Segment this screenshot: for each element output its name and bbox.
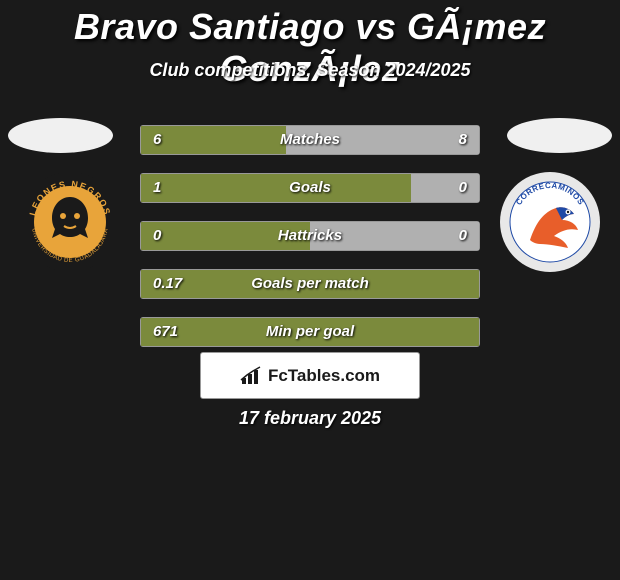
stat-bar-right xyxy=(411,174,479,202)
stats-bars: Matches68Goals10Hattricks00Goals per mat… xyxy=(140,125,480,365)
comparison-card: Bravo Santiago vs GÃ¡mez GonzÃ¡lez Club … xyxy=(0,0,620,580)
stat-value-right: 0 xyxy=(459,174,467,202)
stat-bar-left xyxy=(141,174,411,202)
team-logo-left: LEONES NEGROS UNIVERSIDAD DE GUADALAJARA xyxy=(20,172,120,272)
stat-row: Matches68 xyxy=(140,125,480,155)
stat-value-right: 8 xyxy=(459,126,467,154)
stat-value-left: 1 xyxy=(153,174,161,202)
stat-value-right: 0 xyxy=(459,222,467,250)
date-label: 17 february 2025 xyxy=(0,408,620,429)
subtitle: Club competitions, Season 2024/2025 xyxy=(0,60,620,81)
leones-negros-icon: LEONES NEGROS UNIVERSIDAD DE GUADALAJARA xyxy=(20,172,120,272)
name-pill-right xyxy=(507,118,612,153)
stat-value-left: 0 xyxy=(153,222,161,250)
stat-bar-right xyxy=(286,126,479,154)
stat-bar-left xyxy=(141,222,310,250)
stat-row: Min per goal671 xyxy=(140,317,480,347)
stat-value-left: 0.17 xyxy=(153,270,182,298)
stat-bar-right xyxy=(310,222,479,250)
stat-bar-left xyxy=(141,126,286,154)
stat-row: Goals10 xyxy=(140,173,480,203)
stat-value-left: 671 xyxy=(153,318,178,346)
brand-box[interactable]: FcTables.com xyxy=(200,352,420,399)
name-pill-left xyxy=(8,118,113,153)
correcaminos-icon: CORRECAMINOS xyxy=(500,172,600,272)
stat-bar-left xyxy=(141,270,479,298)
stat-value-left: 6 xyxy=(153,126,161,154)
brand-label: FcTables.com xyxy=(268,366,380,386)
stat-bar-left xyxy=(141,318,479,346)
brand-link[interactable]: FcTables.com xyxy=(240,366,380,386)
stat-row: Goals per match0.17 xyxy=(140,269,480,299)
team-logo-right: CORRECAMINOS xyxy=(500,172,600,272)
bar-chart-icon xyxy=(240,366,264,386)
stat-row: Hattricks00 xyxy=(140,221,480,251)
